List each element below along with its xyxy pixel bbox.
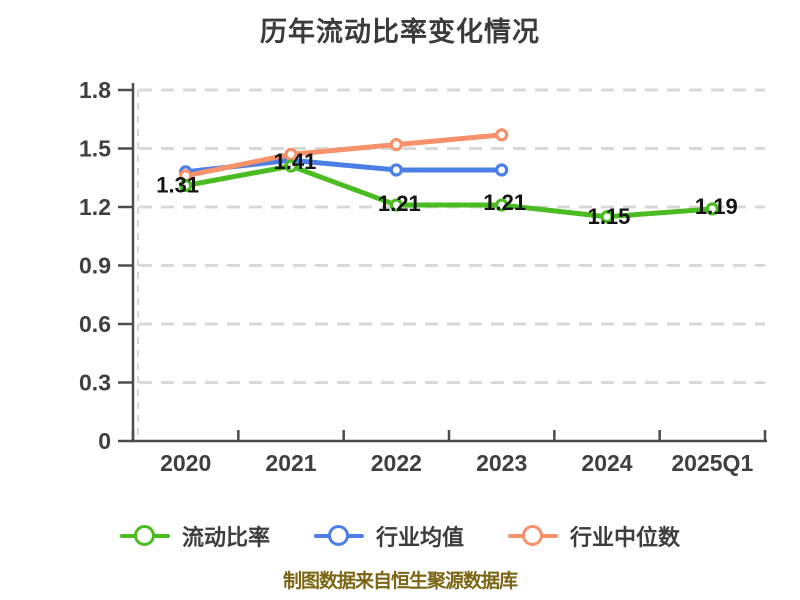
- x-tick-label-2024: 2024: [581, 450, 632, 476]
- current-ratio-value-label-2024: 1.15: [588, 204, 631, 229]
- current-ratio-point-2022: [389, 198, 403, 212]
- current-ratio-value-label-2025Q1: 1.19: [695, 194, 738, 219]
- current-ratio-value-label-2021: 1.41: [274, 149, 317, 174]
- legend-item-industry-median: 行业中位数: [508, 520, 680, 552]
- industry-median-point-2022: [389, 138, 403, 152]
- legend-item-current-ratio: 流动比率: [119, 520, 270, 552]
- industry-mean-point-2023: [495, 163, 509, 177]
- industry-median-point-2021: [284, 147, 298, 161]
- current-ratio-point-2021: [284, 159, 298, 173]
- chart-footer-source: 制图数据来自恒生聚源数据库: [282, 571, 518, 592]
- y-tick-label-1.5: 1.5: [79, 136, 111, 162]
- current-ratio-point-2023: [495, 198, 509, 212]
- y-tick-label-0.6: 0.6: [79, 311, 111, 337]
- x-tick-label-2021: 2021: [265, 450, 316, 476]
- industry-mean-marker-icon: [313, 525, 364, 547]
- legend-label-current-ratio: 流动比率: [181, 525, 270, 550]
- current-ratio-line: [183, 163, 715, 220]
- industry-mean-point-2022: [389, 163, 403, 177]
- current-ratio-value-label-2023: 1.21: [483, 190, 526, 215]
- legend-item-industry-mean: 行业均值: [313, 520, 464, 552]
- current-ratio-point-2025Q1: [705, 202, 719, 216]
- y-tick-label-1.8: 1.8: [79, 77, 111, 103]
- current-ratio-point-2020: [179, 178, 193, 193]
- x-tick-label-2020: 2020: [160, 450, 211, 476]
- chart-legend: 流动比率 行业均值 行业中位数: [0, 514, 800, 558]
- chart-title: 历年流动比率变化情况: [260, 17, 540, 47]
- legend-label-industry-median: 行业中位数: [570, 525, 681, 550]
- current-ratio-value-label-2020: 1.31: [156, 173, 199, 198]
- industry-median-point-2023: [495, 128, 509, 142]
- y-tick-label-1.2: 1.2: [79, 194, 111, 220]
- x-tick-label-2025Q1: 2025Q1: [671, 450, 753, 476]
- x-tick-label-2023: 2023: [476, 450, 527, 476]
- y-tick-label-0.3: 0.3: [79, 370, 111, 396]
- current-ratio-value-label-2022: 1.21: [378, 191, 421, 216]
- y-tick-label-0: 0: [98, 428, 111, 454]
- x-tick-label-2022: 2022: [371, 450, 422, 476]
- industry-median-marker-icon: [508, 525, 558, 547]
- legend-label-industry-mean: 行业均值: [375, 525, 464, 550]
- industry-median-line: [183, 132, 505, 179]
- current-ratio-marker-icon: [119, 525, 170, 547]
- y-tick-label-0.9: 0.9: [79, 253, 111, 279]
- current-ratio-point-2024: [600, 210, 614, 224]
